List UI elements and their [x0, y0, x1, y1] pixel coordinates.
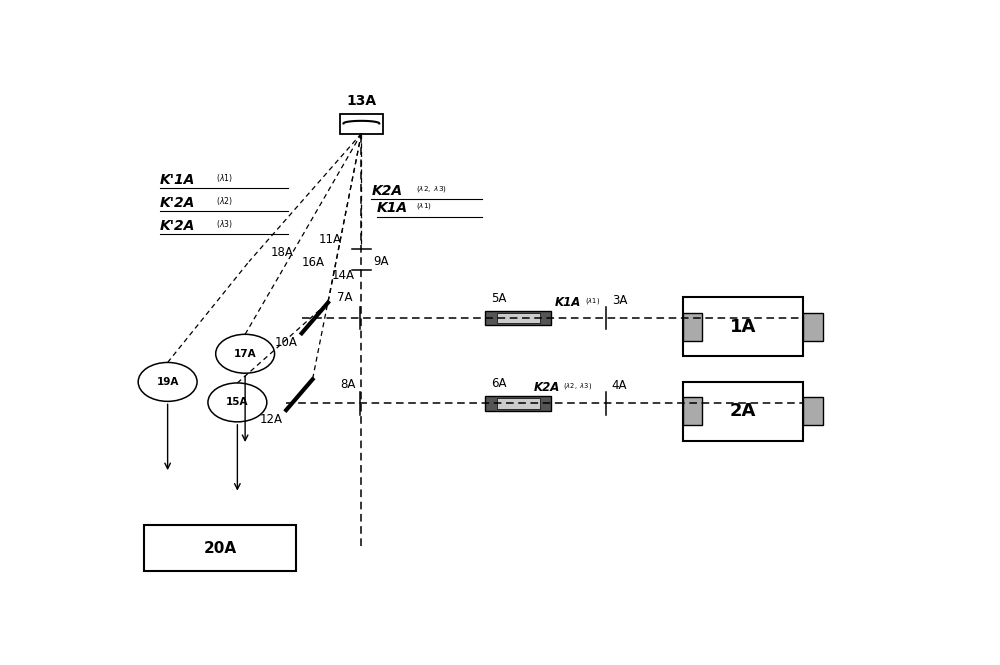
Bar — [683, 382, 803, 441]
Bar — [497, 313, 540, 323]
Bar — [485, 311, 551, 325]
Bar — [803, 313, 822, 341]
Text: 6A: 6A — [491, 377, 507, 390]
Bar — [497, 398, 540, 408]
Text: 15A: 15A — [226, 398, 249, 408]
Bar — [683, 313, 702, 341]
Text: 3A: 3A — [612, 294, 627, 307]
Text: 8A: 8A — [341, 378, 356, 390]
Text: $_{(\lambda 3)}$: $_{(\lambda 3)}$ — [216, 218, 234, 231]
Bar — [485, 396, 551, 410]
Text: 7A: 7A — [337, 291, 352, 303]
Bar — [144, 525, 296, 571]
Text: 13A: 13A — [346, 94, 376, 108]
Bar — [340, 114, 383, 134]
Text: $_{(\lambda 2)}$: $_{(\lambda 2)}$ — [216, 196, 234, 208]
Text: 11A: 11A — [319, 233, 342, 246]
Text: K2A: K2A — [371, 184, 403, 198]
Text: 12A: 12A — [259, 412, 282, 426]
Text: 14A: 14A — [332, 269, 355, 282]
Text: 17A: 17A — [234, 348, 256, 358]
Text: K'2A: K'2A — [160, 196, 195, 210]
Bar — [683, 297, 803, 356]
Text: K2A: K2A — [533, 381, 560, 394]
Text: 18A: 18A — [271, 246, 294, 259]
Text: 1A: 1A — [730, 318, 756, 336]
Text: $_{(\lambda 1)}$: $_{(\lambda 1)}$ — [416, 202, 432, 213]
Text: $_{(\lambda 1)}$: $_{(\lambda 1)}$ — [216, 172, 234, 186]
Text: K1A: K1A — [555, 296, 582, 309]
Text: 2A: 2A — [730, 402, 756, 420]
Text: 16A: 16A — [302, 256, 325, 269]
Text: K'2A: K'2A — [160, 219, 195, 233]
Text: $_{(\lambda 1)}$: $_{(\lambda 1)}$ — [585, 297, 600, 308]
Text: $_{(\lambda 2,\ \lambda 3)}$: $_{(\lambda 2,\ \lambda 3)}$ — [416, 184, 447, 196]
Text: 10A: 10A — [275, 336, 298, 349]
Text: 5A: 5A — [491, 291, 507, 305]
Text: K1A: K1A — [377, 201, 408, 215]
Bar — [683, 397, 702, 426]
Text: $_{(\lambda 2,\ \lambda 3)}$: $_{(\lambda 2,\ \lambda 3)}$ — [563, 382, 592, 393]
Text: 20A: 20A — [203, 541, 237, 556]
Bar — [803, 397, 822, 426]
Text: 19A: 19A — [156, 377, 179, 387]
Text: K'1A: K'1A — [160, 174, 195, 188]
Text: 4A: 4A — [612, 379, 627, 392]
Text: 9A: 9A — [373, 255, 388, 268]
